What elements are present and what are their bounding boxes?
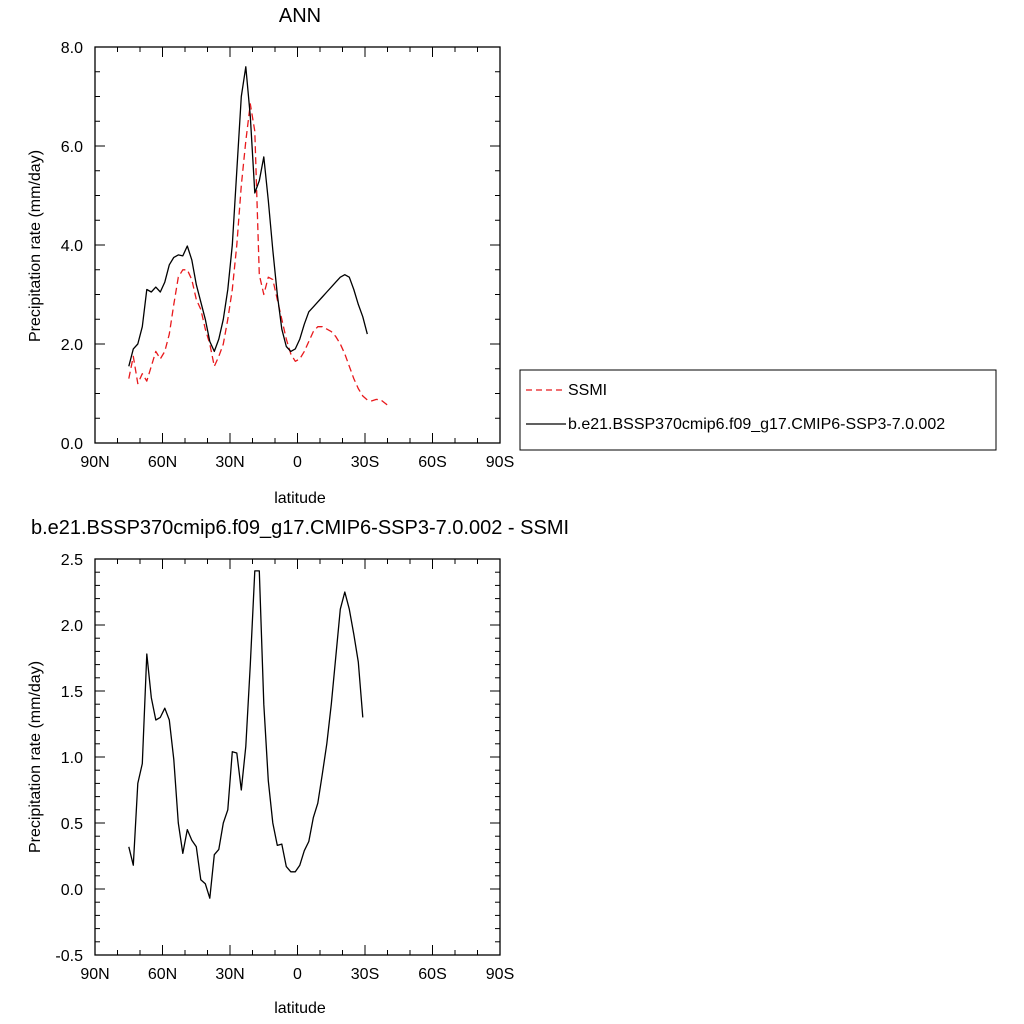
bottom-plot-ytick-label: 0.5 bbox=[61, 816, 83, 833]
bottom-plot-ytick-label: 0.0 bbox=[61, 882, 83, 899]
bottom-plot-xtick-label: 90N bbox=[80, 966, 109, 983]
legend-box bbox=[519, 369, 997, 451]
bottom-plot-ticks: 90N 60N 30N 0 30S 60S 90S -0.5 0.0 0.5 1.0 1.5 2.0 2.… bbox=[55, 552, 514, 983]
top-plot-ytick-label: 4.0 bbox=[61, 238, 83, 255]
top-plot-xtick-label: 90S bbox=[486, 454, 514, 471]
bottom-plot-title: b.e21.BSSP370cmip6.f09_g17.CMIP6-SSP3-7.… bbox=[31, 517, 569, 539]
top-plot-xtick-label: 90N bbox=[80, 454, 109, 471]
bottom-plot-series-line-0 bbox=[128, 570, 364, 899]
bottom-plot-xtick-label: 90S bbox=[486, 966, 514, 983]
top-plot-frame bbox=[94, 46, 501, 444]
legend-label-ssmi: SSMI bbox=[568, 382, 607, 399]
bottom-plot-frame bbox=[94, 558, 501, 956]
top-plot-xlabel: latitude bbox=[274, 490, 326, 507]
top-plot-ytick-label: 0.0 bbox=[61, 436, 83, 453]
top-plot-xtick-label: 30S bbox=[351, 454, 379, 471]
top-plot-ytick-label: 6.0 bbox=[61, 139, 83, 156]
bottom-plot-xtick-label: 0 bbox=[293, 966, 302, 983]
legend: SSMI b.e21.BSSP370cmip6.f09_g17.CMIP6-SS… bbox=[519, 369, 997, 451]
top-plot-ylabel: Precipitation rate (mm/day) bbox=[27, 150, 44, 342]
top-plot-lines bbox=[128, 66, 391, 408]
bottom-plot-ytick-label: 1.5 bbox=[61, 684, 83, 701]
bottom-plot-xlabel: latitude bbox=[274, 1000, 326, 1017]
top-plot: ANN Precipitation rate (mm/day) latitude… bbox=[27, 5, 514, 507]
bottom-plot-ylabel: Precipitation rate (mm/day) bbox=[27, 661, 44, 853]
top-plot-xtick-label: 60N bbox=[148, 454, 177, 471]
top-plot-ticks: 90N 60N 30N 0 30S 60S 90S 0.0 2.0 4.0 6.0 8.0 bbox=[61, 40, 514, 471]
top-plot-ytick-label: 2.0 bbox=[61, 337, 83, 354]
bottom-plot-xtick-label: 30S bbox=[351, 966, 379, 983]
top-plot-xtick-label: 60S bbox=[418, 454, 446, 471]
top-plot-xtick-label: 30N bbox=[215, 454, 244, 471]
bottom-plot-ytick-label: 2.0 bbox=[61, 618, 83, 635]
top-plot-title: ANN bbox=[279, 5, 321, 27]
top-plot-xtick-label: 0 bbox=[293, 454, 302, 471]
bottom-plot-xtick-label: 60S bbox=[418, 966, 446, 983]
bottom-plot-ytick-label: 2.5 bbox=[61, 552, 83, 569]
legend-label-model: b.e21.BSSP370cmip6.f09_g17.CMIP6-SSP3-7.… bbox=[568, 416, 945, 433]
top-plot-ytick-label: 8.0 bbox=[61, 40, 83, 57]
bottom-plot-xtick-label: 60N bbox=[148, 966, 177, 983]
top-plot-series-line-0 bbox=[128, 103, 391, 408]
bottom-plot-lines bbox=[128, 570, 364, 899]
bottom-plot-xtick-label: 30N bbox=[215, 966, 244, 983]
bottom-plot: b.e21.BSSP370cmip6.f09_g17.CMIP6-SSP3-7.… bbox=[27, 517, 569, 1017]
bottom-plot-ytick-label: -0.5 bbox=[55, 948, 83, 965]
top-plot-series-line-1 bbox=[128, 66, 368, 367]
bottom-plot-ytick-label: 1.0 bbox=[61, 750, 83, 767]
